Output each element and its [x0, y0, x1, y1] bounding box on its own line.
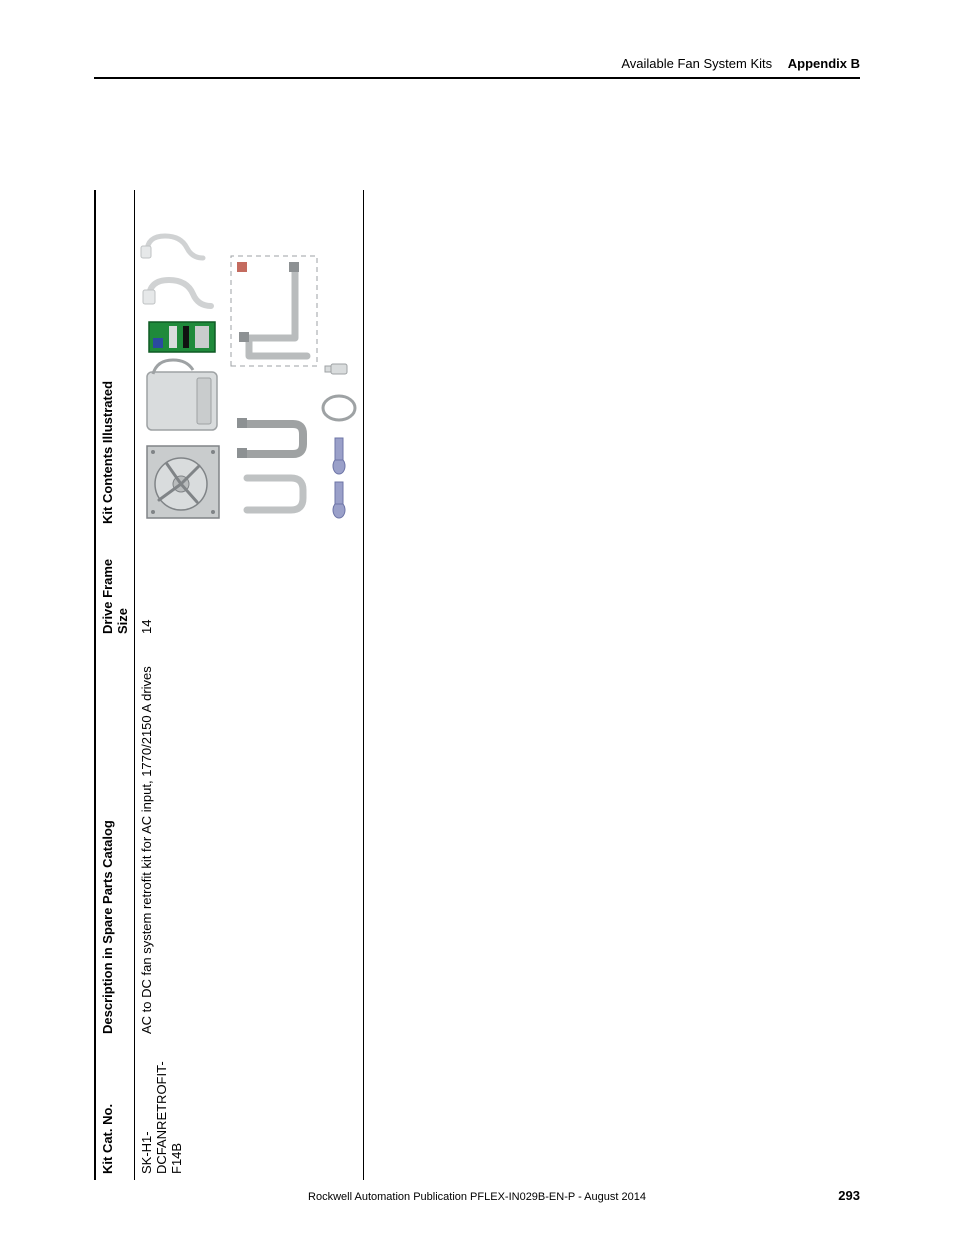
cell-frame: 14 [135, 530, 364, 640]
hook-cable-2-icon [141, 236, 203, 258]
fan-housing-icon [147, 446, 219, 518]
header-appendix-label: Appendix B [788, 56, 860, 71]
kit-table: Kit Cat. No. Description in Spare Parts … [94, 190, 364, 1180]
col-header-desc: Description in Spare Parts Catalog [95, 640, 135, 1040]
col-header-illus: Kit Contents Illustrated [95, 190, 135, 530]
small-connector-icon [325, 364, 347, 374]
page: Available Fan System Kits Appendix B Kit… [0, 0, 954, 1235]
page-footer: Rockwell Automation Publication PFLEX-IN… [94, 1191, 860, 1203]
angle-bracket-icon [231, 256, 317, 366]
kit-illustration-svg [139, 194, 359, 524]
footer-publication: Rockwell Automation Publication PFLEX-IN… [94, 1191, 860, 1203]
screw-1-icon [333, 482, 345, 518]
cell-cat-no: SK-H1-DCFANRETROFIT-F14B [135, 1040, 364, 1180]
hook-cable-1-icon [143, 280, 211, 306]
header-section-name: Available Fan System Kits [621, 56, 772, 71]
kit-contents-illustration [139, 194, 359, 524]
pcb-board-icon [149, 322, 215, 352]
col-header-frame: Drive Frame Size [95, 530, 135, 640]
table-header-row: Kit Cat. No. Description in Spare Parts … [95, 190, 135, 1180]
col-header-cat-no: Kit Cat. No. [95, 1040, 135, 1180]
u-bracket-1-icon [247, 478, 303, 510]
ring-icon [323, 396, 355, 420]
cell-desc: AC to DC fan system retrofit kit for AC … [135, 640, 364, 1040]
table-row: SK-H1-DCFANRETROFIT-F14B AC to DC fan sy… [135, 190, 364, 1180]
page-header: Available Fan System Kits Appendix B [94, 56, 860, 79]
footer-page-number: 293 [838, 1188, 860, 1203]
inverter-box-icon [147, 360, 217, 430]
header-text: Available Fan System Kits Appendix B [94, 56, 860, 71]
kit-table-wrapper: Kit Cat. No. Description in Spare Parts … [94, 190, 354, 450]
screw-2-icon [333, 438, 345, 474]
u-bracket-2-icon [237, 418, 303, 458]
cell-illus [135, 190, 364, 530]
